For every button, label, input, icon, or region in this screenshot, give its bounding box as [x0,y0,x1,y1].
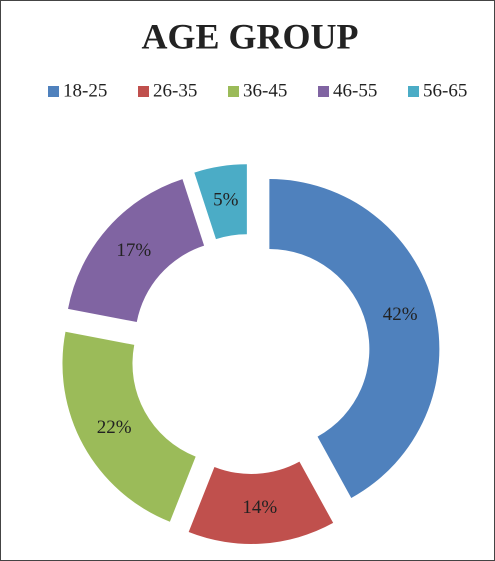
data-label: 42% [383,304,418,325]
donut-slice [194,164,247,240]
legend-swatch [138,86,149,97]
donut-slice [188,461,334,544]
legend-label: 46-55 [333,80,377,101]
data-label: 14% [242,497,277,518]
legend-swatch [48,86,59,97]
chart-title: AGE GROUP [141,16,358,56]
data-label: 22% [97,417,132,438]
data-label: 17% [116,240,151,261]
legend-label: 56-65 [423,80,467,101]
donut-slice [62,331,196,522]
donut-slice [269,179,440,498]
donut-slice [68,179,205,323]
legend-swatch [408,86,419,97]
legend-swatch [318,86,329,97]
legend-label: 18-25 [63,80,107,101]
data-label: 5% [213,189,239,210]
legend-label: 36-45 [243,80,287,101]
legend-label: 26-35 [153,80,197,101]
legend-swatch [228,86,239,97]
